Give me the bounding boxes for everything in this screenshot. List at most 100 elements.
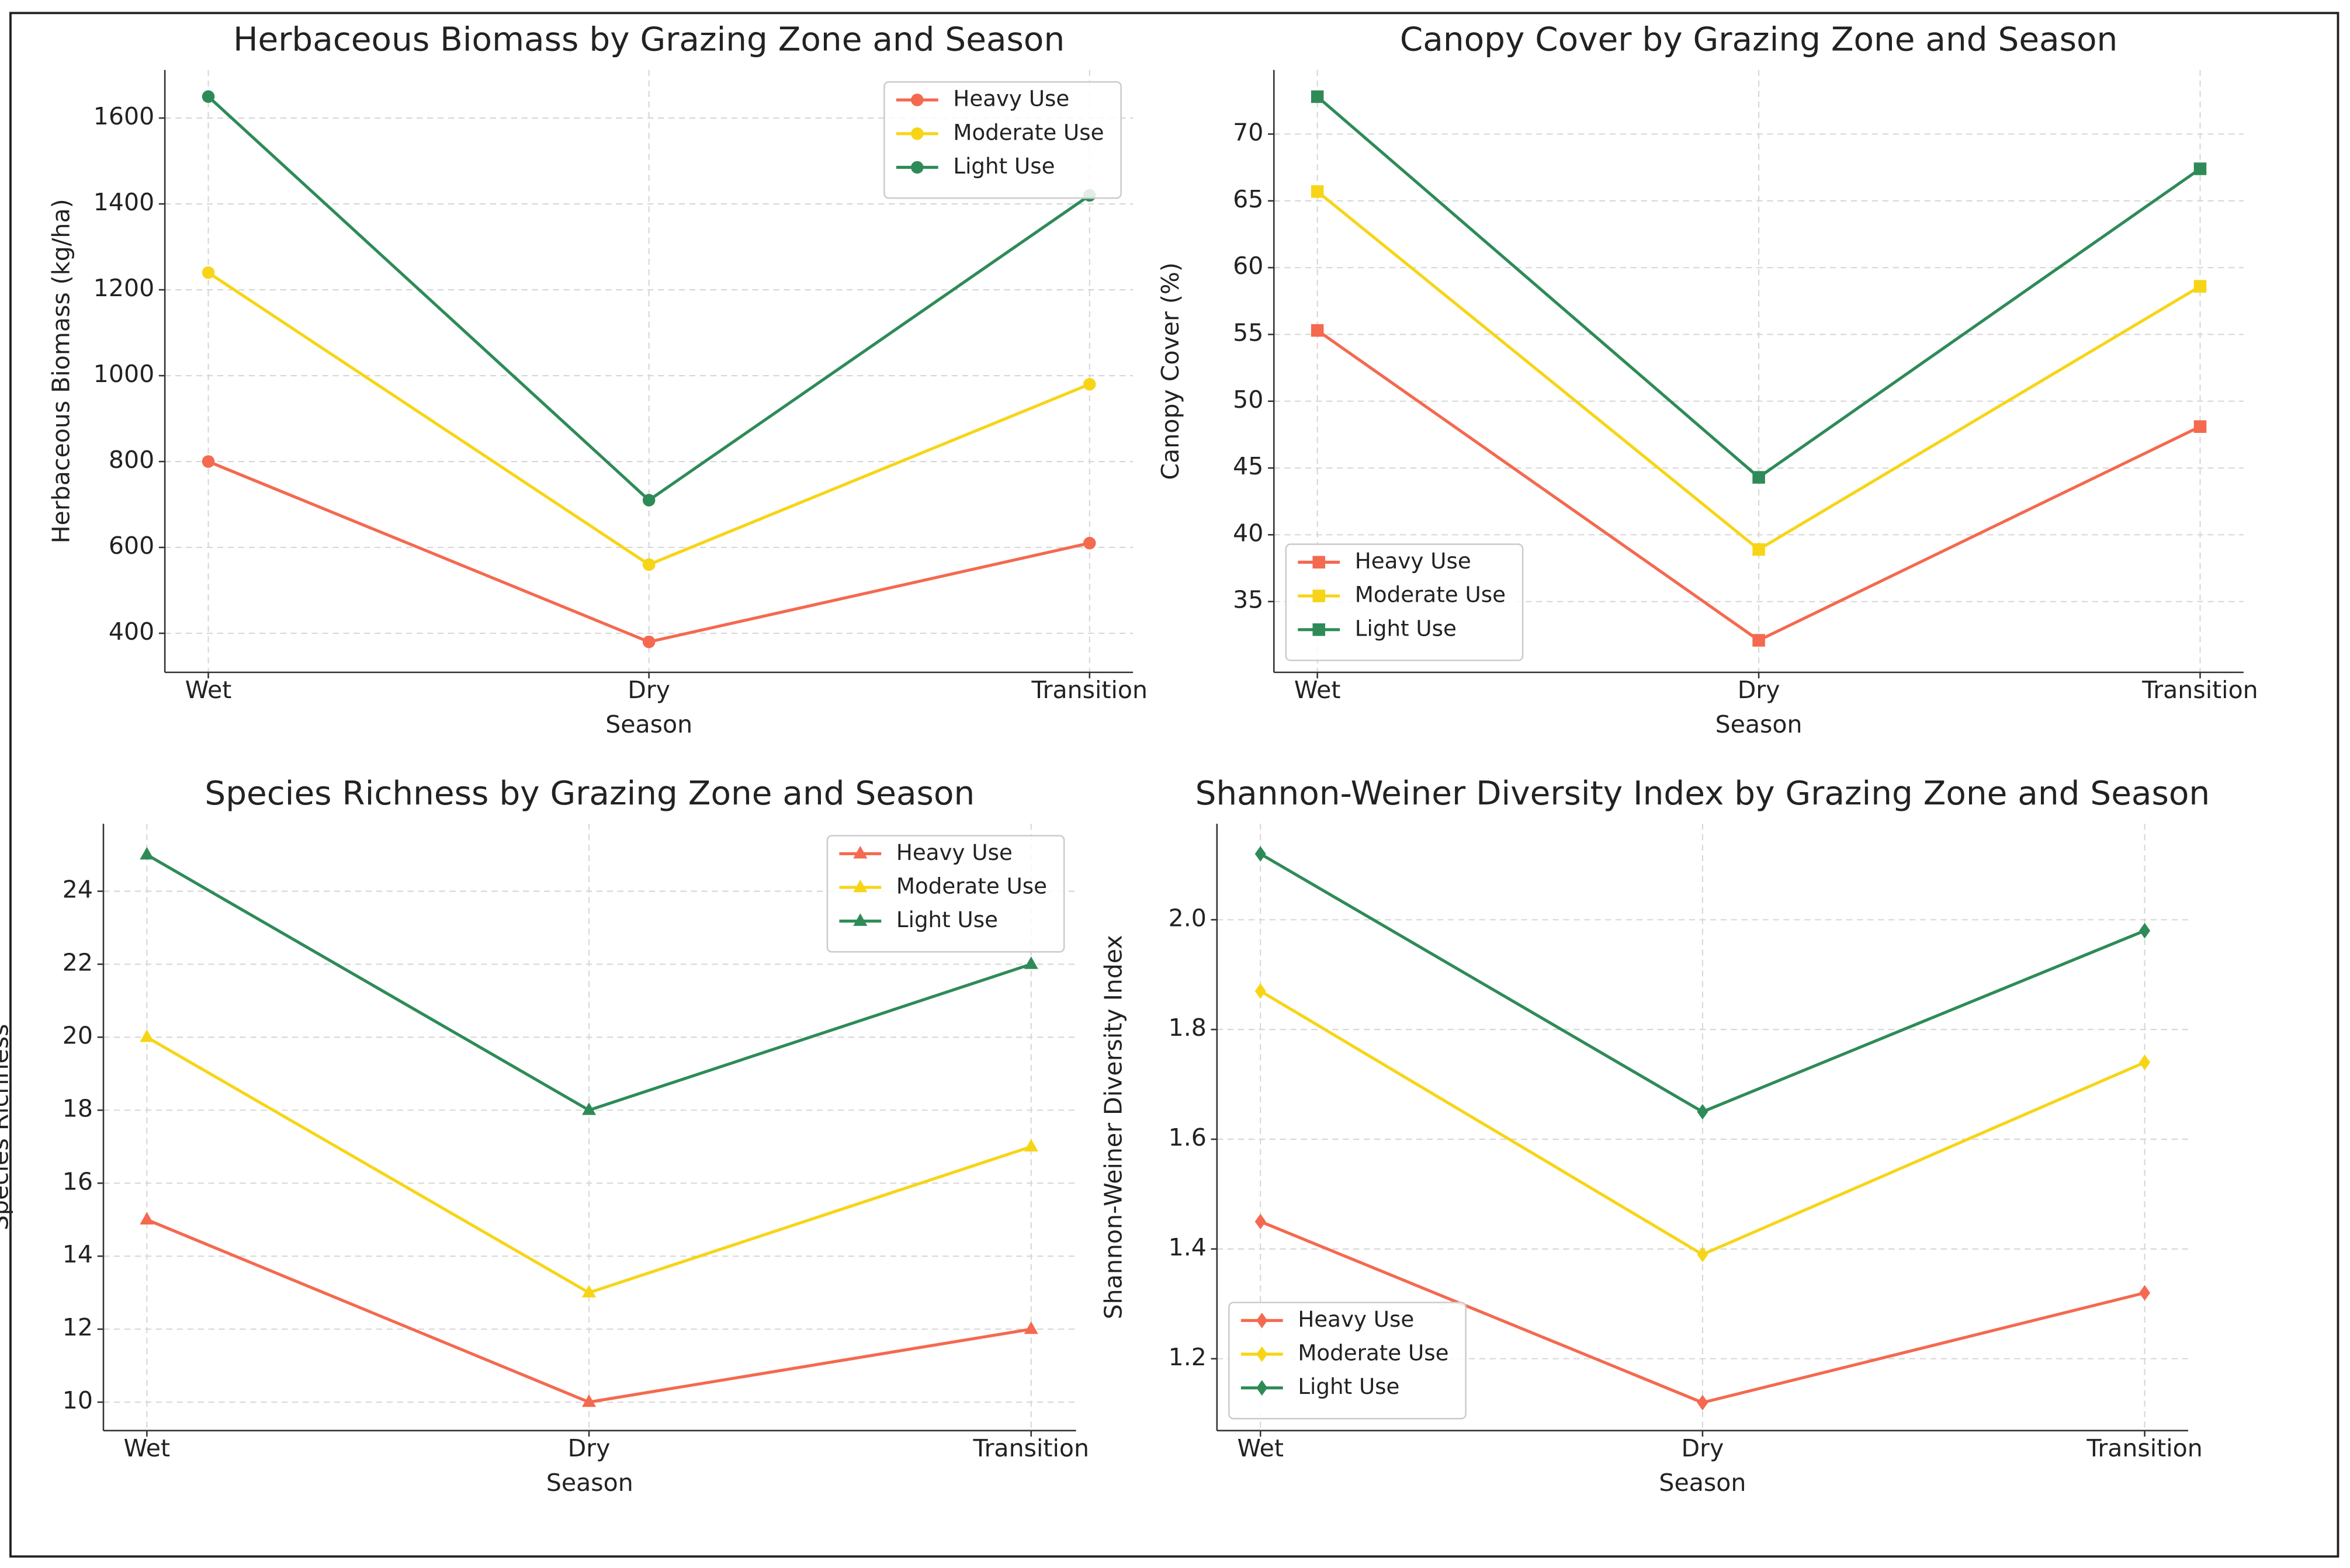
y-tick-label: 70 xyxy=(1233,118,1263,146)
marker xyxy=(1311,324,1324,337)
marker xyxy=(642,558,656,571)
y-tick-label: 55 xyxy=(1233,318,1263,346)
legend-label: Light Use xyxy=(1298,1373,1399,1399)
marker xyxy=(1697,1246,1708,1262)
legend-marker xyxy=(911,93,924,106)
x-tick-label: Wet xyxy=(1237,1434,1284,1462)
legend-box xyxy=(826,835,1065,953)
marker xyxy=(1697,1394,1708,1411)
y-tick-label: 1.2 xyxy=(1169,1343,1207,1371)
legend-label: Moderate Use xyxy=(896,873,1047,899)
legend-label: Moderate Use xyxy=(1298,1340,1448,1366)
marker xyxy=(2193,280,2207,293)
chart: Canopy Cover by Grazing Zone and Season 3… xyxy=(1156,21,2258,739)
y-axis-label: Species Richness xyxy=(0,1024,14,1230)
y-tick-label: 1.6 xyxy=(1169,1123,1207,1151)
legend-marker xyxy=(1312,623,1326,636)
y-axis-label: Canopy Cover (%) xyxy=(1156,262,1184,480)
marker xyxy=(2139,1054,2151,1070)
marker xyxy=(2139,1285,2151,1301)
legend-marker xyxy=(1312,556,1326,569)
marker xyxy=(1752,543,1765,556)
legend: Heavy Use Moderate Use Light Use xyxy=(1228,1302,1467,1420)
y-tick-label: 800 xyxy=(109,446,154,474)
y-tick-label: 45 xyxy=(1233,452,1263,480)
marker xyxy=(2139,922,2151,939)
marker xyxy=(582,1394,597,1407)
chart-title: Shannon-Weiner Diversity Index by Grazin… xyxy=(1195,775,2210,813)
y-tick-label: 60 xyxy=(1233,252,1263,280)
legend-box xyxy=(883,81,1122,199)
y-axis-label: Shannon-Weiner Diversity Index xyxy=(1099,935,1127,1319)
legend-label: Heavy Use xyxy=(1355,548,1471,574)
legend-marker xyxy=(911,161,924,174)
marker xyxy=(202,90,215,103)
legend-marker xyxy=(1256,1380,1268,1396)
chart-title: Herbaceous Biomass by Grazing Zone and S… xyxy=(233,21,1065,59)
legend-box xyxy=(1228,1302,1467,1420)
marker xyxy=(1024,1139,1038,1152)
x-tick-label: Wet xyxy=(185,676,232,704)
marker xyxy=(582,1102,597,1115)
y-tick-label: 16 xyxy=(63,1167,93,1195)
marker xyxy=(2193,420,2207,433)
y-tick-label: 22 xyxy=(63,948,93,976)
x-axis-label: Season xyxy=(1715,710,1803,738)
legend-marker xyxy=(911,127,924,140)
marker xyxy=(1752,471,1765,484)
legend-label: Light Use xyxy=(1355,615,1457,641)
x-tick-label: Transition xyxy=(1031,676,1148,704)
y-tick-label: 18 xyxy=(63,1094,93,1122)
marker xyxy=(1752,634,1765,647)
x-tick-label: Dry xyxy=(1738,676,1780,704)
y-tick-label: 65 xyxy=(1233,185,1263,213)
legend-label: Light Use xyxy=(953,153,1055,179)
x-axis-label: Season xyxy=(605,710,692,738)
marker xyxy=(202,266,215,279)
marker xyxy=(582,1285,597,1298)
y-tick-label: 1.4 xyxy=(1169,1233,1207,1261)
legend-marker xyxy=(853,913,868,926)
marker xyxy=(642,635,656,648)
marker xyxy=(1254,983,1266,999)
legend-marker xyxy=(1256,1346,1268,1362)
legend-label: Light Use xyxy=(896,907,998,932)
y-tick-label: 20 xyxy=(63,1021,93,1049)
marker xyxy=(140,1212,154,1224)
y-axis-label: Herbaceous Biomass (kg/ha) xyxy=(47,199,75,543)
x-tick-label: Wet xyxy=(1294,676,1341,704)
marker xyxy=(1024,956,1038,969)
y-tick-label: 2.0 xyxy=(1169,904,1207,932)
y-tick-label: 24 xyxy=(63,876,93,904)
y-tick-label: 1200 xyxy=(93,274,154,302)
marker xyxy=(2193,162,2207,175)
marker xyxy=(1697,1104,1708,1120)
x-tick-label: Dry xyxy=(568,1434,611,1462)
chart-title: Species Richness by Grazing Zone and Sea… xyxy=(205,775,975,813)
y-tick-label: 1600 xyxy=(93,102,154,130)
y-tick-label: 1000 xyxy=(93,360,154,388)
y-tick-label: 1400 xyxy=(93,188,154,216)
marker xyxy=(1083,536,1096,550)
marker xyxy=(1083,377,1096,391)
legend: Heavy Use Moderate Use Light Use xyxy=(826,835,1065,953)
legend-box xyxy=(1285,543,1524,661)
legend-marker xyxy=(1256,1312,1268,1328)
x-tick-label: Dry xyxy=(1682,1434,1724,1462)
y-tick-label: 12 xyxy=(63,1313,93,1341)
x-tick-label: Dry xyxy=(628,676,670,704)
legend-marker xyxy=(853,845,868,859)
marker xyxy=(1311,185,1324,198)
y-tick-label: 14 xyxy=(63,1240,93,1268)
y-tick-label: 40 xyxy=(1233,519,1263,547)
marker xyxy=(1254,1213,1266,1230)
marker xyxy=(140,847,154,860)
y-tick-label: 400 xyxy=(109,618,154,646)
legend-label: Moderate Use xyxy=(953,119,1104,145)
x-tick-label: Transition xyxy=(2141,676,2258,704)
legend-marker xyxy=(853,879,868,893)
marker xyxy=(140,1029,154,1042)
x-axis-label: Season xyxy=(1659,1469,1746,1497)
